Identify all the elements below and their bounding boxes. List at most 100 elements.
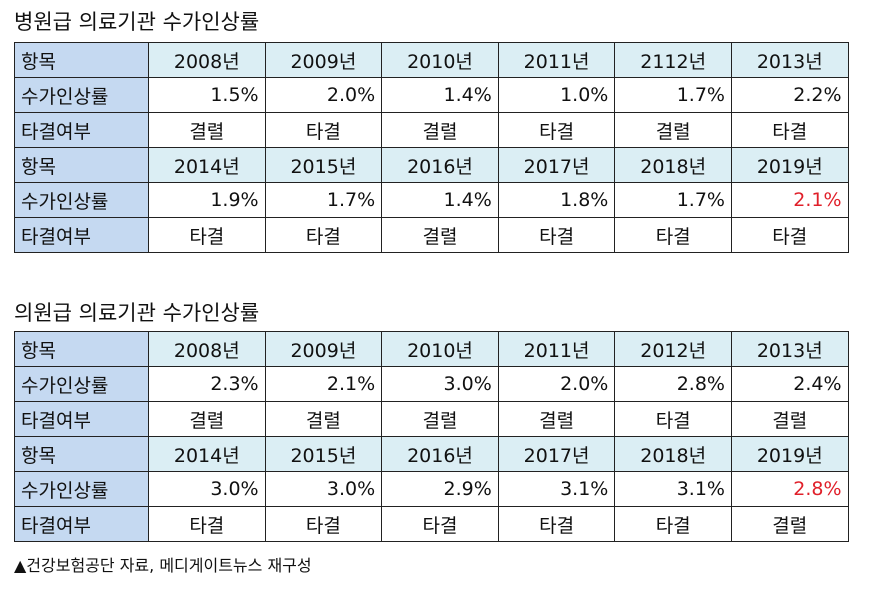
result-cell: 타결 (148, 217, 266, 253)
result-cell: 타결 (497, 112, 616, 148)
header-row: 항목 2014년 2015년 2016년 2017년 2018년 2019년 (14, 147, 849, 183)
year-cell: 2019년 (730, 147, 849, 183)
year-cell: 2018년 (614, 436, 732, 472)
row-label: 항목 (14, 147, 149, 183)
clinic-fee-table: 항목 2008년 2009년 2010년 2011년 2012년 2013년 수가인상률 2.3… (14, 331, 849, 542)
year-cell: 2017년 (497, 147, 616, 183)
rate-cell: 3.1% (497, 471, 616, 507)
rate-cell: 3.0% (381, 366, 499, 402)
year-cell: 2010년 (381, 331, 499, 367)
header-row: 항목 2014년 2015년 2016년 2017년 2018년 2019년 (14, 436, 849, 472)
row-label: 수가인상률 (14, 77, 149, 113)
year-cell: 2014년 (148, 147, 266, 183)
rate-cell: 2.8% (730, 471, 849, 507)
rate-row: 수가인상률 3.0% 3.0% 2.9% 3.1% 3.1% 2.8% (14, 471, 849, 507)
result-cell: 타결 (497, 217, 616, 253)
rate-cell: 1.0% (497, 77, 616, 113)
year-cell: 2008년 (148, 42, 266, 78)
rate-cell: 1.7% (614, 182, 732, 218)
year-cell: 2016년 (381, 436, 499, 472)
rate-cell: 3.1% (614, 471, 732, 507)
result-cell: 타결 (264, 506, 383, 542)
rate-cell: 2.1% (264, 366, 383, 402)
result-cell: 결렬 (730, 506, 849, 542)
rate-cell: 3.0% (264, 471, 383, 507)
year-cell: 2013년 (730, 331, 849, 367)
header-row: 항목 2008년 2009년 2010년 2011년 2012년 2013년 (14, 331, 849, 367)
rate-cell: 1.4% (381, 182, 499, 218)
result-cell: 타결 (148, 506, 266, 542)
year-cell: 2016년 (381, 147, 499, 183)
year-cell: 2008년 (148, 331, 266, 367)
rate-cell: 1.9% (148, 182, 266, 218)
year-cell: 2015년 (264, 436, 383, 472)
year-cell: 2010년 (381, 42, 499, 78)
rate-row: 수가인상률 1.9% 1.7% 1.4% 1.8% 1.7% 2.1% (14, 182, 849, 218)
result-cell: 결렬 (381, 112, 499, 148)
row-label: 수가인상률 (14, 471, 149, 507)
result-cell: 결렬 (730, 401, 849, 437)
row-label: 타결여부 (14, 506, 149, 542)
rate-cell: 2.0% (264, 77, 383, 113)
year-cell: 2011년 (497, 331, 616, 367)
rate-cell: 1.4% (381, 77, 499, 113)
header-row: 항목 2008년 2009년 2010년 2011년 2112년 2013년 (14, 42, 849, 78)
result-cell: 타결 (730, 112, 849, 148)
rate-cell: 2.2% (730, 77, 849, 113)
year-cell: 2009년 (264, 42, 383, 78)
rate-row: 수가인상률 1.5% 2.0% 1.4% 1.0% 1.7% 2.2% (14, 77, 849, 113)
year-cell: 2012년 (614, 331, 732, 367)
result-cell: 결렬 (381, 217, 499, 253)
result-row: 타결여부 결렬 타결 결렬 타결 결렬 타결 (14, 112, 849, 148)
row-label: 타결여부 (14, 401, 149, 437)
result-row: 타결여부 타결 타결 타결 타결 타결 결렬 (14, 506, 849, 542)
row-label: 타결여부 (14, 112, 149, 148)
row-label: 타결여부 (14, 217, 149, 253)
rate-cell: 2.1% (730, 182, 849, 218)
result-cell: 결렬 (148, 112, 266, 148)
result-cell: 결렬 (614, 112, 732, 148)
result-cell: 타결 (264, 112, 383, 148)
result-row: 타결여부 타결 타결 결렬 타결 타결 타결 (14, 217, 849, 253)
section-title-hospital: 병원급 의료기관 수가인상률 (14, 10, 260, 34)
year-cell: 2018년 (614, 147, 732, 183)
result-cell: 결렬 (264, 401, 383, 437)
result-cell: 타결 (730, 217, 849, 253)
rate-cell: 1.7% (614, 77, 732, 113)
year-cell: 2015년 (264, 147, 383, 183)
hospital-fee-table: 항목 2008년 2009년 2010년 2011년 2112년 2013년 수가인상률 1.5… (14, 42, 849, 253)
year-cell: 2013년 (730, 42, 849, 78)
rate-cell: 3.0% (148, 471, 266, 507)
row-label: 수가인상률 (14, 366, 149, 402)
row-label: 항목 (14, 331, 149, 367)
year-cell: 2009년 (264, 331, 383, 367)
result-cell: 타결 (614, 506, 732, 542)
source-note: ▲건강보험공단 자료, 메디게이트뉴스 재구성 (14, 556, 312, 575)
rate-cell: 2.8% (614, 366, 732, 402)
result-cell: 타결 (497, 506, 616, 542)
year-cell: 2019년 (730, 436, 849, 472)
row-label: 수가인상률 (14, 182, 149, 218)
year-cell: 2011년 (497, 42, 616, 78)
rate-cell: 2.0% (497, 366, 616, 402)
rate-row: 수가인상률 2.3% 2.1% 3.0% 2.0% 2.8% 2.4% (14, 366, 849, 402)
year-cell: 2014년 (148, 436, 266, 472)
rate-cell: 1.7% (264, 182, 383, 218)
rate-cell: 1.5% (148, 77, 266, 113)
year-cell: 2112년 (614, 42, 732, 78)
rate-cell: 2.9% (381, 471, 499, 507)
rate-cell: 2.4% (730, 366, 849, 402)
section-title-clinic: 의원급 의료기관 수가인상률 (14, 301, 260, 325)
result-cell: 타결 (614, 217, 732, 253)
rate-cell: 2.3% (148, 366, 266, 402)
result-cell: 타결 (381, 506, 499, 542)
result-cell: 결렬 (381, 401, 499, 437)
result-cell: 타결 (614, 401, 732, 437)
row-label: 항목 (14, 42, 149, 78)
result-cell: 타결 (264, 217, 383, 253)
row-label: 항목 (14, 436, 149, 472)
year-cell: 2017년 (497, 436, 616, 472)
result-cell: 결렬 (148, 401, 266, 437)
result-cell: 결렬 (497, 401, 616, 437)
rate-cell: 1.8% (497, 182, 616, 218)
